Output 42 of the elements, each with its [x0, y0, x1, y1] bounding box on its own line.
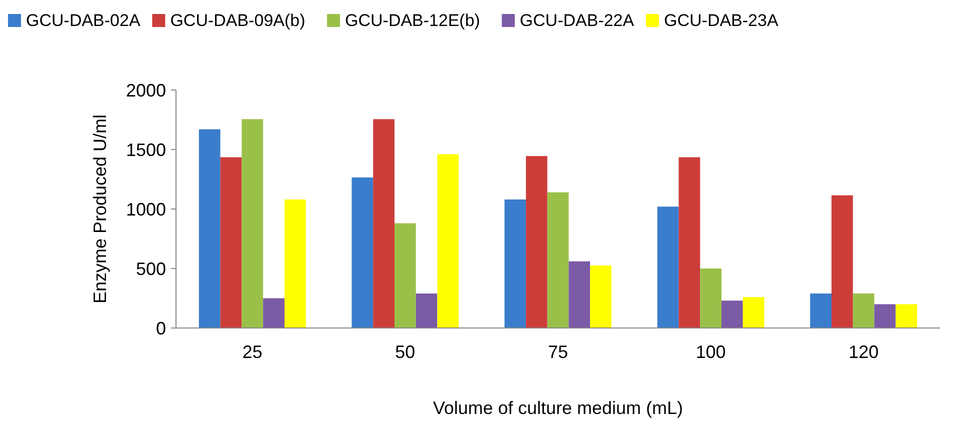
y-tick-label: 500	[136, 258, 166, 279]
legend-label: GCU-DAB-09A(b)	[170, 11, 306, 30]
bar	[220, 157, 242, 328]
y-tick-label: 0	[156, 318, 166, 338]
legend-label: GCU-DAB-12E(b)	[345, 11, 480, 30]
bar	[852, 293, 874, 328]
x-tick-label: 75	[548, 342, 568, 362]
legend-label: GCU-DAB-23A	[664, 11, 779, 30]
bar	[352, 177, 374, 328]
bar	[373, 119, 395, 328]
bar	[590, 266, 612, 328]
x-tick-label: 25	[242, 342, 262, 362]
legend-label: GCU-DAB-02A	[26, 11, 141, 30]
bar	[504, 199, 526, 328]
legend-label: GCU-DAB-22A	[520, 11, 635, 30]
bar	[394, 223, 416, 328]
x-tick-label: 120	[848, 342, 879, 362]
bar	[700, 268, 722, 328]
bar	[416, 293, 438, 328]
bar	[678, 157, 700, 328]
bar	[437, 154, 459, 328]
bar	[568, 261, 590, 328]
y-axis-title: Enzyme Produced U/ml	[90, 114, 110, 304]
y-tick-label: 1000	[126, 199, 166, 220]
bar	[526, 156, 548, 328]
bar	[242, 119, 264, 328]
x-tick-label: 50	[395, 342, 416, 362]
bar	[657, 206, 679, 328]
bar	[721, 300, 743, 328]
y-tick-label: 2000	[126, 80, 166, 100]
bar	[832, 195, 853, 328]
bar	[896, 304, 918, 328]
y-tick-label: 1500	[126, 140, 166, 160]
bar	[284, 199, 306, 328]
bar	[547, 192, 569, 328]
x-axis-title: Volume of culture medium (mL)	[432, 398, 684, 418]
bar	[810, 293, 832, 328]
bar	[263, 298, 284, 328]
bar	[874, 304, 896, 328]
bar	[742, 297, 764, 328]
x-tick-label: 100	[696, 342, 726, 362]
bar	[198, 129, 220, 328]
